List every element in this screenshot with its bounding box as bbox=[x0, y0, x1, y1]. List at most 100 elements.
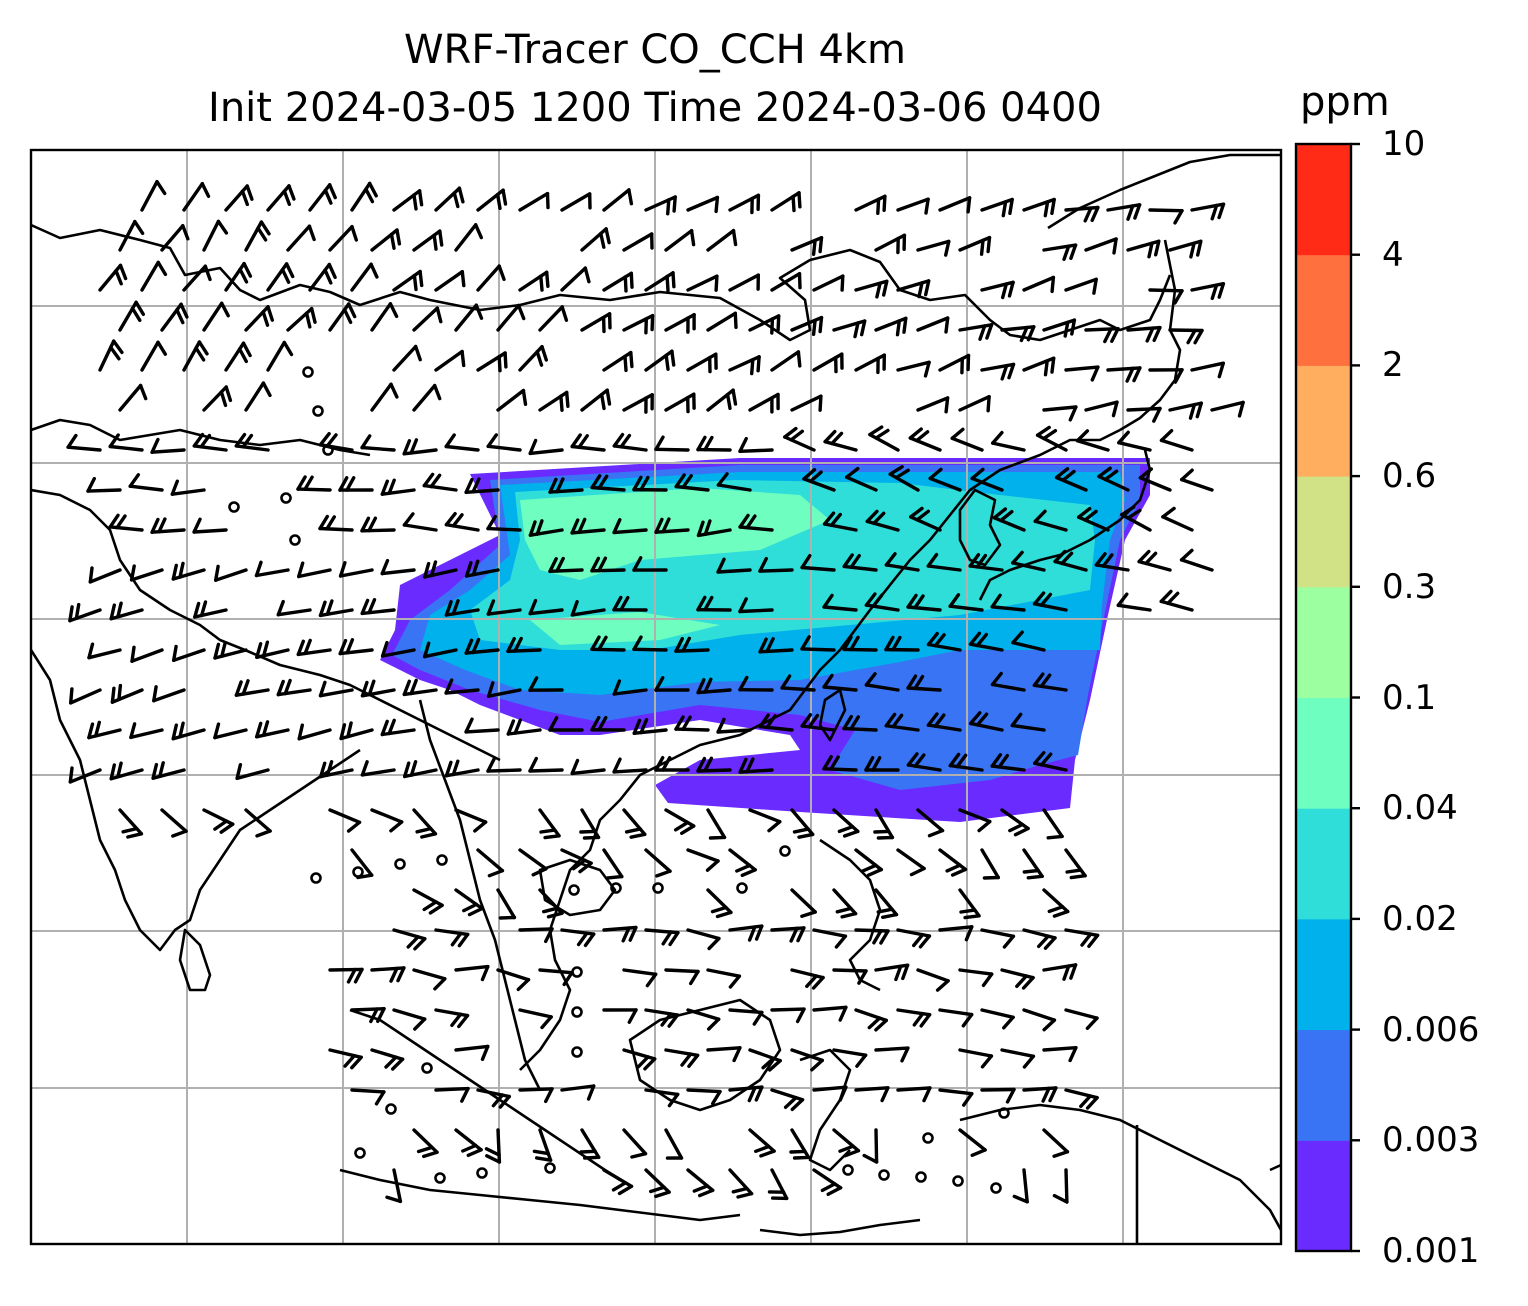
wind-barb-flag bbox=[797, 272, 802, 290]
calm-wind-marker bbox=[922, 1132, 934, 1144]
wind-barb-flag bbox=[497, 355, 502, 373]
wind-barb bbox=[518, 848, 548, 871]
wind-barb-flag bbox=[241, 433, 254, 449]
wind-barb-flag bbox=[991, 430, 1004, 445]
wind-barb-flag bbox=[1032, 672, 1045, 687]
wind-barb-flag bbox=[738, 675, 749, 692]
wind-barb bbox=[790, 968, 825, 980]
wind-barb-flag bbox=[855, 1053, 868, 1068]
wind-barb-flag bbox=[353, 967, 364, 984]
wind-barb-flag bbox=[830, 431, 844, 446]
wind-barb-flag bbox=[738, 437, 748, 453]
wind-barb-flag bbox=[1001, 282, 1008, 300]
wind-barb-flag bbox=[444, 678, 454, 695]
wind-barb bbox=[845, 475, 878, 492]
wind-barb-flag bbox=[539, 274, 544, 292]
wind-barb-flag bbox=[451, 599, 460, 616]
wind-barb bbox=[728, 848, 757, 872]
wind-barb-flag bbox=[570, 600, 579, 617]
wind-barb-flag bbox=[579, 1149, 597, 1154]
wind-barb-flag bbox=[546, 911, 564, 919]
wind-barb bbox=[958, 395, 991, 412]
wind-barb-flag bbox=[422, 472, 435, 488]
wind-barb bbox=[434, 270, 464, 292]
wind-barb bbox=[1190, 282, 1226, 292]
wind-barb-flag bbox=[367, 679, 376, 697]
wind-barb-flag bbox=[906, 593, 918, 609]
wind-barb-flag bbox=[1008, 197, 1014, 216]
wind-barb bbox=[706, 808, 727, 840]
wind-barb bbox=[1179, 477, 1214, 492]
wind-barb-flag bbox=[703, 595, 714, 612]
wind-barb-flag bbox=[696, 756, 707, 773]
wind-barb-flag bbox=[800, 910, 817, 918]
wind-barb-flag bbox=[791, 194, 796, 213]
wind-barb-flag bbox=[495, 192, 502, 211]
wind-barb-flag bbox=[597, 556, 608, 573]
wind-barb bbox=[980, 362, 1016, 372]
wind-barb-flag bbox=[990, 671, 1003, 687]
wind-barb-flag bbox=[705, 859, 720, 872]
wind-barb-flag bbox=[1179, 468, 1194, 482]
wind-barb-flag bbox=[912, 933, 925, 948]
wind-barb-flag bbox=[1110, 327, 1120, 343]
wind-barb-flag bbox=[325, 760, 334, 777]
wind-barb bbox=[412, 888, 444, 907]
wind-barb bbox=[1168, 401, 1204, 412]
wind-barb bbox=[612, 528, 648, 535]
wind-barb bbox=[560, 1084, 596, 1092]
wind-barb bbox=[286, 224, 312, 252]
wind-barb-flag bbox=[412, 273, 418, 292]
wind-barb-flag bbox=[661, 930, 673, 946]
wind-barb-flag bbox=[402, 439, 412, 456]
wind-barb bbox=[486, 444, 522, 452]
wind-barb-flag bbox=[1011, 550, 1024, 565]
wind-barb-flag bbox=[451, 759, 460, 777]
calm-wind-marker bbox=[352, 866, 364, 878]
wind-barb bbox=[644, 195, 677, 212]
wind-barb bbox=[696, 768, 732, 773]
wind-barb bbox=[140, 340, 160, 372]
wind-barb-flag bbox=[894, 964, 903, 982]
wind-barb bbox=[234, 688, 270, 697]
wind-barb bbox=[728, 193, 761, 212]
wind-barb-flag bbox=[297, 561, 305, 579]
wind-barb-flag bbox=[623, 275, 628, 293]
wind-barb-flag bbox=[461, 1143, 478, 1153]
wind-barb-flag bbox=[1173, 208, 1184, 225]
wind-barb-flag bbox=[360, 434, 372, 450]
wind-barb-flag bbox=[732, 1046, 742, 1063]
wind-barb bbox=[980, 848, 1000, 880]
wind-barb-flag bbox=[179, 302, 189, 319]
wind-barb-flag bbox=[282, 189, 291, 207]
wind-barb-flag bbox=[402, 679, 411, 697]
wind-barb-flag bbox=[963, 914, 981, 920]
wind-barb-flag bbox=[128, 473, 141, 488]
wind-barb bbox=[171, 648, 206, 662]
wind-barb-flag bbox=[632, 475, 643, 492]
wind-barb-flag bbox=[192, 517, 202, 534]
wind-barb-flag bbox=[643, 1057, 657, 1071]
wind-barb-flag bbox=[735, 863, 752, 873]
wind-barb-flag bbox=[1237, 400, 1245, 418]
wind-barb-flag bbox=[1042, 429, 1058, 441]
wind-barb-flag bbox=[318, 514, 329, 531]
wind-barb-flag bbox=[129, 564, 136, 582]
wind-barb bbox=[110, 688, 144, 704]
wind-barb bbox=[328, 808, 362, 824]
wind-barb-flag bbox=[1103, 469, 1119, 482]
wind-barb-flag bbox=[837, 825, 855, 834]
wind-barb-flag bbox=[1117, 430, 1130, 445]
wind-barb-flag bbox=[621, 926, 631, 943]
wind-barb-flag bbox=[138, 383, 148, 401]
wind-barb bbox=[632, 728, 668, 735]
wind-barb-flag bbox=[376, 1007, 386, 1023]
wind-barb-flag bbox=[913, 753, 926, 768]
wind-barb bbox=[412, 306, 439, 332]
wind-barb-flag bbox=[597, 635, 608, 652]
calm-wind-marker bbox=[952, 1175, 964, 1187]
wind-barb bbox=[350, 1088, 386, 1094]
wind-barb-flag bbox=[797, 832, 815, 839]
wind-barb-flag bbox=[528, 598, 538, 616]
wind-barb-flag bbox=[703, 756, 714, 773]
